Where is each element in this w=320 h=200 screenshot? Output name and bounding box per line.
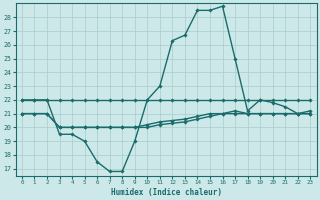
X-axis label: Humidex (Indice chaleur): Humidex (Indice chaleur) (111, 188, 221, 197)
